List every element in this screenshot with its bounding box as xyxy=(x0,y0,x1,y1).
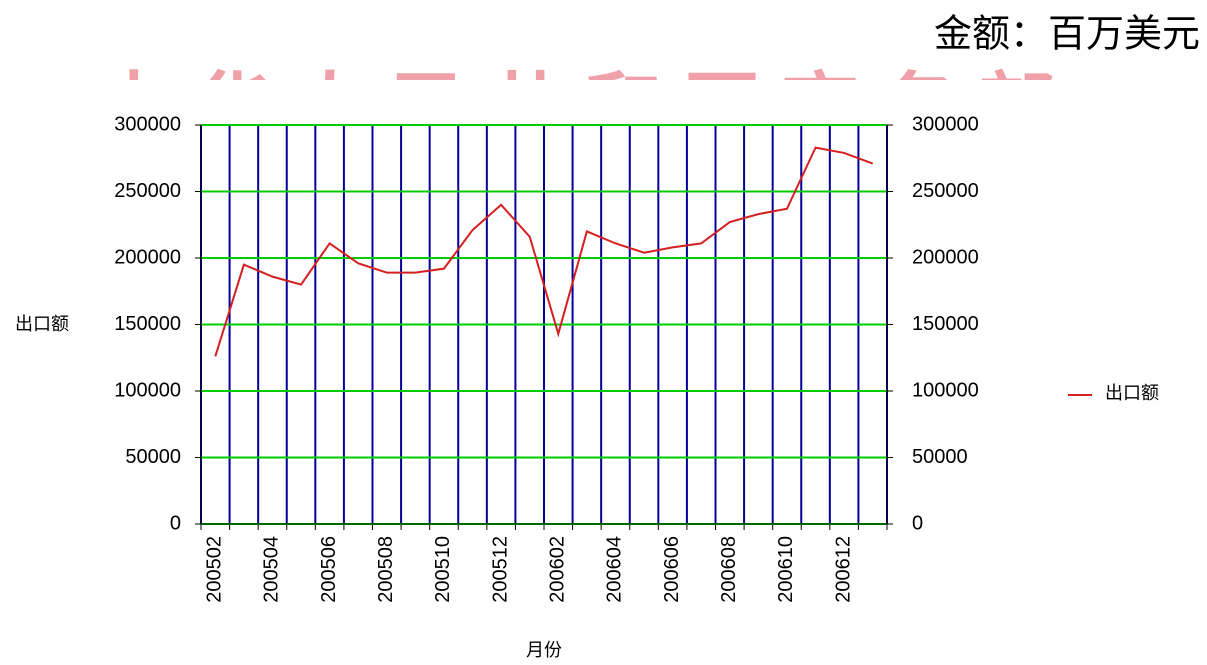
x-axis-label: 月份 xyxy=(526,640,562,660)
x-tick-label: 200508 xyxy=(375,536,397,603)
y-tick-label: 300000 xyxy=(114,113,181,135)
y2-tick-label: 300000 xyxy=(912,113,979,135)
x-tick-label: 200608 xyxy=(718,536,740,603)
y-tick-label: 150000 xyxy=(114,313,181,335)
y2-tick-label: 200000 xyxy=(912,246,979,268)
legend-label: 出口额 xyxy=(1105,383,1159,403)
x-tick-label: 200610 xyxy=(775,536,797,603)
y2-tick-label: 150000 xyxy=(912,313,979,335)
x-tick-label: 200604 xyxy=(604,536,626,603)
y2-tick-label: 250000 xyxy=(912,180,979,202)
x-tick-label: 200502 xyxy=(204,536,226,603)
x-tick-label: 200504 xyxy=(261,536,283,603)
y-tick-label: 250000 xyxy=(114,180,181,202)
y2-tick-label: 100000 xyxy=(912,379,979,401)
y2-tick-label: 0 xyxy=(912,512,923,534)
x-tick-label: 200506 xyxy=(318,536,340,603)
chart-title: 金额：百万美元 xyxy=(934,14,1200,56)
y-axis-label: 出口额 xyxy=(15,314,69,334)
x-tick-label: 200510 xyxy=(432,536,454,603)
x-tick-label: 200606 xyxy=(661,536,683,603)
y-tick-label: 50000 xyxy=(125,446,181,468)
y-tick-label: 0 xyxy=(170,512,181,534)
y-tick-label: 100000 xyxy=(114,379,181,401)
x-tick-label: 200602 xyxy=(547,536,569,603)
x-tick-label: 200512 xyxy=(489,536,511,603)
series-line xyxy=(214,146,874,357)
x-tick-label: 200612 xyxy=(832,536,854,603)
watermark: 中华人民共和国商务部 xyxy=(95,66,1055,153)
y-tick-label: 200000 xyxy=(114,246,181,268)
y2-tick-label: 50000 xyxy=(912,446,968,468)
